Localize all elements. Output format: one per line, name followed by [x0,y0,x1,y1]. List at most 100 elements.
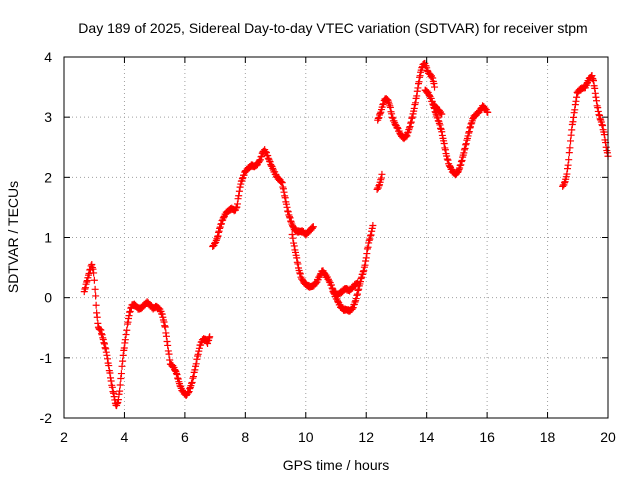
data-point [285,213,293,221]
data-point [90,276,98,284]
data-point [466,123,474,131]
data-point [100,339,108,347]
data-point [366,232,374,240]
data-point [107,377,115,385]
data-point [559,182,567,190]
data-point [563,170,571,178]
data-point [89,265,97,273]
data-point [289,234,297,242]
data-point [101,344,109,352]
data-point [349,304,357,312]
data-point [460,146,468,154]
y-tick-label: 1 [44,230,52,246]
data-point [84,271,92,279]
data-point [162,329,170,337]
data-point [594,107,602,115]
data-point [88,260,96,268]
data-point [589,77,597,85]
data-point [564,165,572,173]
data-point [123,326,131,334]
data-point [441,144,449,152]
data-point [110,389,118,397]
data-point [108,383,116,391]
data-point [366,235,374,243]
data-point [279,185,287,193]
data-point [386,102,394,110]
data-point [602,143,610,151]
data-point [293,254,301,262]
data-point [92,292,100,300]
data-point [88,264,96,272]
data-point [467,120,475,128]
data-point [595,111,603,119]
data-point [360,267,368,275]
data-point [236,183,244,191]
data-point [374,114,382,122]
data-point [328,284,336,292]
data-point [598,121,606,129]
data-point [212,236,220,244]
y-tick-label: 0 [44,290,52,306]
y-tick-label: 4 [44,49,52,65]
x-tick-label: 4 [121,429,129,445]
data-point [158,310,166,318]
data-point [188,379,196,387]
y-tick-label: -2 [40,410,53,426]
data-point [594,104,602,112]
data-point [593,102,601,110]
data-point [435,119,443,127]
data-point [408,114,416,122]
data-point [375,182,383,190]
data-point [232,204,240,212]
data-point [164,341,172,349]
data-point [465,129,473,137]
data-point [98,331,106,339]
data-point [458,156,466,164]
data-point [571,106,579,114]
data-point [352,295,360,303]
data-point [294,260,302,268]
data-point [92,301,100,309]
data-point [354,279,362,287]
data-point [564,161,572,169]
data-point [404,129,412,137]
data-point [164,347,172,355]
x-tick-label: 2 [60,429,68,445]
data-point [363,250,371,258]
x-tick-label: 14 [419,429,435,445]
data-point [457,161,465,169]
data-point [121,336,129,344]
data-point [81,285,89,293]
data-point [189,374,197,382]
data-point [161,323,169,331]
y-axis-label: SDTVAR / TECUs [5,181,21,293]
data-point [565,156,573,164]
data-point [233,203,241,211]
data-point [190,373,198,381]
data-point [102,348,110,356]
data-point [284,208,292,216]
data-point [161,322,169,330]
data-point [284,207,292,215]
data-point [93,309,101,317]
data-point [408,113,416,121]
data-point [355,285,363,293]
data-point [377,176,385,184]
data-point [378,170,386,178]
data-point [454,168,462,176]
data-point [565,149,573,157]
data-point [278,179,286,187]
data-point [455,166,463,174]
data-point [114,396,122,404]
data-points [80,59,612,410]
data-point [171,366,179,374]
data-point [296,269,304,277]
y-tick-label: -1 [40,350,53,366]
data-point [592,93,600,101]
data-point [258,152,266,160]
data-point [186,385,194,393]
data-point [83,278,91,286]
data-point [567,131,575,139]
data-point [566,144,574,152]
